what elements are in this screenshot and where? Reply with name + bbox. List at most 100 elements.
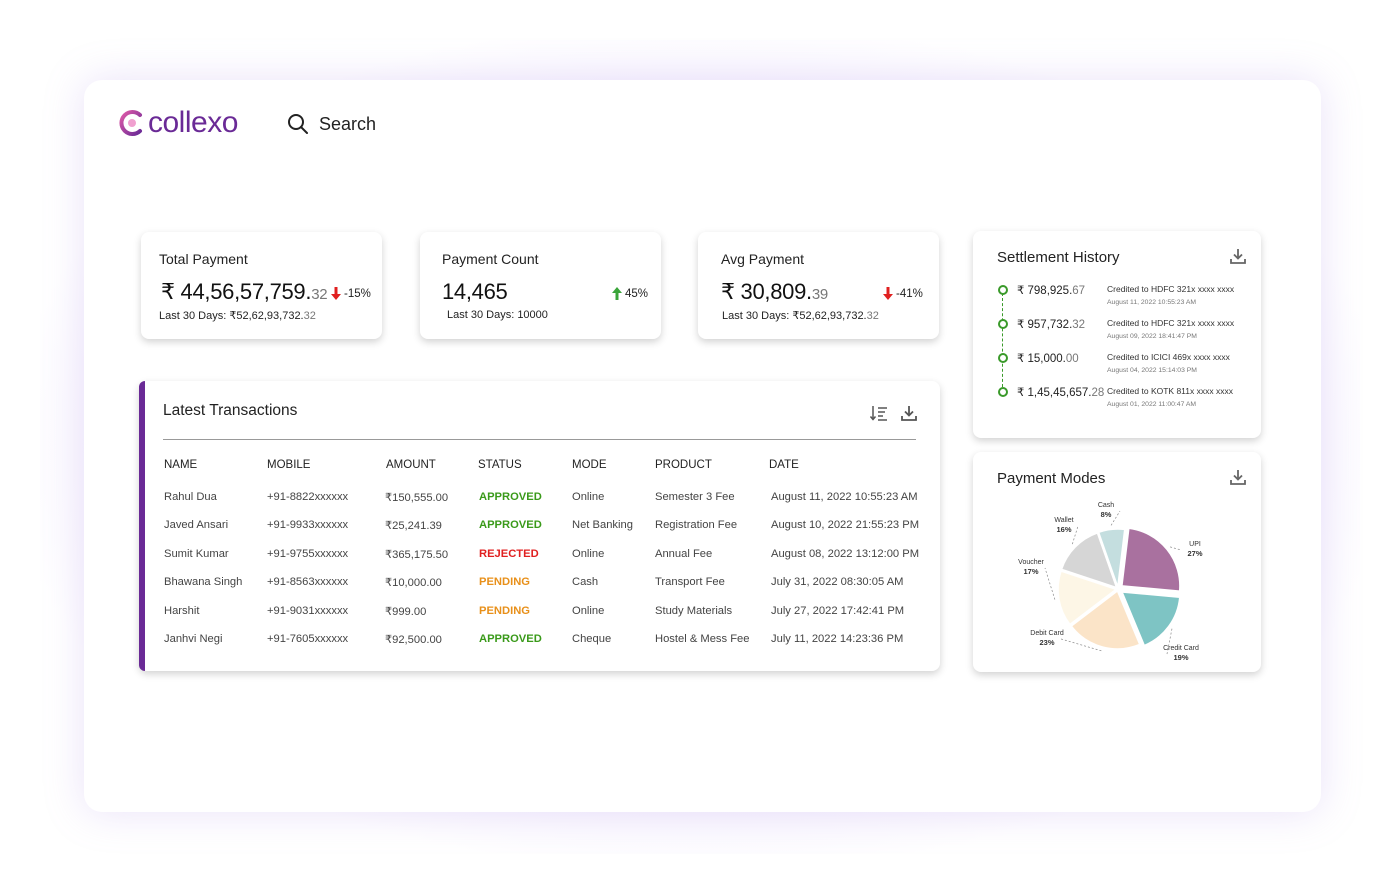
cell-status: REJECTED	[479, 547, 539, 560]
cell-mode: Online	[572, 547, 605, 560]
cell-status: PENDING	[479, 576, 530, 589]
accent-bar	[139, 381, 145, 671]
stat-value: ₹ 30,809.39	[721, 279, 828, 304]
column-header-product: PRODUCT	[655, 459, 712, 471]
pie-slice-debit-card[interactable]	[1070, 589, 1141, 650]
cell-product: Transport Fee	[655, 576, 725, 589]
settlement-amount: ₹ 1,45,45,657.28	[1017, 387, 1105, 399]
pie-label-voucher: Voucher 17%	[1018, 559, 1044, 576]
stat-title: Avg Payment	[721, 251, 805, 267]
cell-status: APPROVED	[479, 491, 542, 503]
cell-mobile: +91-8563xxxxxx	[267, 576, 349, 589]
search-icon	[288, 114, 308, 134]
cell-date: August 08, 2022 13:12:00 PM	[771, 547, 920, 560]
cell-name: Rahul Dua	[164, 491, 217, 503]
cell-name: Javed Ansari	[164, 519, 229, 532]
settlement-date: August 04, 2022 15:14:03 PM	[1107, 367, 1197, 374]
column-header-amount: AMOUNT	[386, 459, 436, 471]
pie-leader-line	[1044, 567, 1056, 600]
cell-name: Harshit	[164, 604, 200, 617]
cell-product: Registration Fee	[655, 519, 738, 532]
pie-slice-credit-card[interactable]	[1120, 591, 1181, 647]
stat-value: ₹ 44,56,57,759.32	[161, 279, 328, 304]
cell-mobile: +91-8822xxxxxx	[267, 491, 349, 503]
cell-amount: ₹92,500.00	[385, 634, 442, 646]
settlement-description: Credited to HDFC 321x xxxx xxxx	[1107, 284, 1235, 294]
cell-mode: Online	[572, 491, 605, 503]
stat-title: Total Payment	[159, 251, 248, 267]
timeline-dot-icon	[998, 387, 1008, 397]
cell-amount: ₹10,000.00	[385, 577, 442, 590]
cell-status: PENDING	[479, 604, 530, 617]
column-header-mobile: MOBILE	[267, 459, 311, 471]
pie-leader-line	[1110, 510, 1121, 526]
cell-date: July 31, 2022 08:30:05 AM	[771, 576, 904, 589]
cell-mode: Cash	[572, 576, 599, 589]
stat-sub: Last 30 Days: ₹52,62,93,732.32	[722, 310, 879, 322]
stat-card-avg-payment: Avg Payment ₹ 30,809.39 -41% Last 30 Day…	[698, 232, 939, 339]
cell-product: Semester 3 Fee	[655, 491, 735, 503]
settlement-amount: ₹ 957,732.32	[1017, 319, 1086, 331]
pie-slice-cash[interactable]	[1097, 528, 1126, 588]
pie-leader-line	[1060, 638, 1102, 652]
column-header-date: DATE	[769, 459, 799, 471]
logo-icon	[119, 110, 142, 136]
cell-date: July 11, 2022 14:23:36 PM	[771, 633, 904, 645]
settlement-amount: ₹ 798,925.67	[1017, 285, 1086, 297]
column-header-mode: MODE	[572, 459, 607, 471]
pie-leader-line	[1072, 525, 1079, 545]
cell-mode: Net Banking	[572, 519, 633, 532]
stat-sub: Last 30 Days: 10000	[447, 309, 548, 321]
pie-label-wallet: Wallet 16%	[1054, 517, 1074, 534]
cell-amount: ₹25,241.39	[385, 520, 442, 533]
stat-card-total-payment: Total Payment ₹ 44,56,57,759.32 -15% Las…	[141, 232, 382, 339]
stat-trend: 45%	[612, 287, 648, 300]
download-icon[interactable]	[1229, 247, 1247, 265]
cell-mobile: +91-9755xxxxxx	[267, 547, 349, 560]
card-title: Latest Transactions	[163, 402, 298, 419]
pie-slice-voucher[interactable]	[1057, 570, 1118, 626]
stat-trend: -15%	[331, 287, 371, 300]
cell-product: Study Materials	[655, 604, 733, 617]
cell-name: Sumit Kumar	[164, 547, 229, 560]
card-title: Payment Modes	[997, 470, 1106, 487]
column-header-status: STATUS	[478, 459, 522, 471]
pie-leader-line	[1166, 628, 1173, 655]
pie-slice-wallet[interactable]	[1060, 531, 1118, 589]
latest-transactions-card: Latest Transactions NAME MOBILE AMOUNT S…	[139, 381, 940, 671]
sort-icon[interactable]	[870, 404, 888, 422]
stat-title: Payment Count	[442, 251, 539, 267]
cell-name: Bhawana Singh	[164, 576, 243, 589]
payment-modes-card: Payment Modes UPI 27% Credit Card 19% Debit …	[973, 452, 1261, 672]
timeline-dot-icon	[998, 285, 1008, 295]
cell-amount: ₹999.00	[385, 605, 427, 618]
cell-amount: ₹150,555.00	[385, 492, 449, 504]
timeline-line	[1002, 293, 1003, 392]
download-icon[interactable]	[900, 404, 918, 422]
pie-label-debit-card: Debit Card 23%	[1030, 630, 1064, 647]
timeline-dot-icon	[998, 319, 1008, 329]
card-title: Settlement History	[997, 249, 1120, 266]
cell-date: August 11, 2022 10:55:23 AM	[771, 491, 918, 503]
cell-mode: Cheque	[572, 633, 612, 645]
column-header-name: NAME	[164, 459, 198, 471]
pie-leader-line	[1170, 546, 1182, 551]
settlement-date: August 09, 2022 18:41:47 PM	[1107, 333, 1197, 340]
cell-product: Annual Fee	[655, 547, 713, 560]
brand-logo[interactable]: collexo	[118, 108, 238, 138]
settlement-date: August 01, 2022 11:00:47 AM	[1107, 401, 1197, 408]
pie-label-credit-card: Credit Card 19%	[1163, 645, 1199, 662]
settlement-description: Credited to HDFC 321x xxxx xxxx	[1107, 318, 1235, 328]
arrow-down-icon	[883, 287, 893, 300]
arrow-down-icon	[331, 287, 341, 300]
pie-slice-upi[interactable]	[1121, 527, 1181, 592]
cell-status: APPROVED	[479, 633, 542, 645]
search-button[interactable]: Search	[287, 113, 376, 135]
download-icon[interactable]	[1229, 468, 1247, 486]
pie-label-upi: UPI 27%	[1187, 541, 1203, 558]
settlement-amount: ₹ 15,000.00	[1017, 353, 1079, 365]
pie-label-cash: Cash 8%	[1097, 502, 1115, 519]
settlement-description: Credited to KOTK 811x xxxx xxxx	[1107, 386, 1233, 396]
timeline-dot-icon	[998, 353, 1008, 363]
cell-mode: Online	[572, 604, 605, 617]
